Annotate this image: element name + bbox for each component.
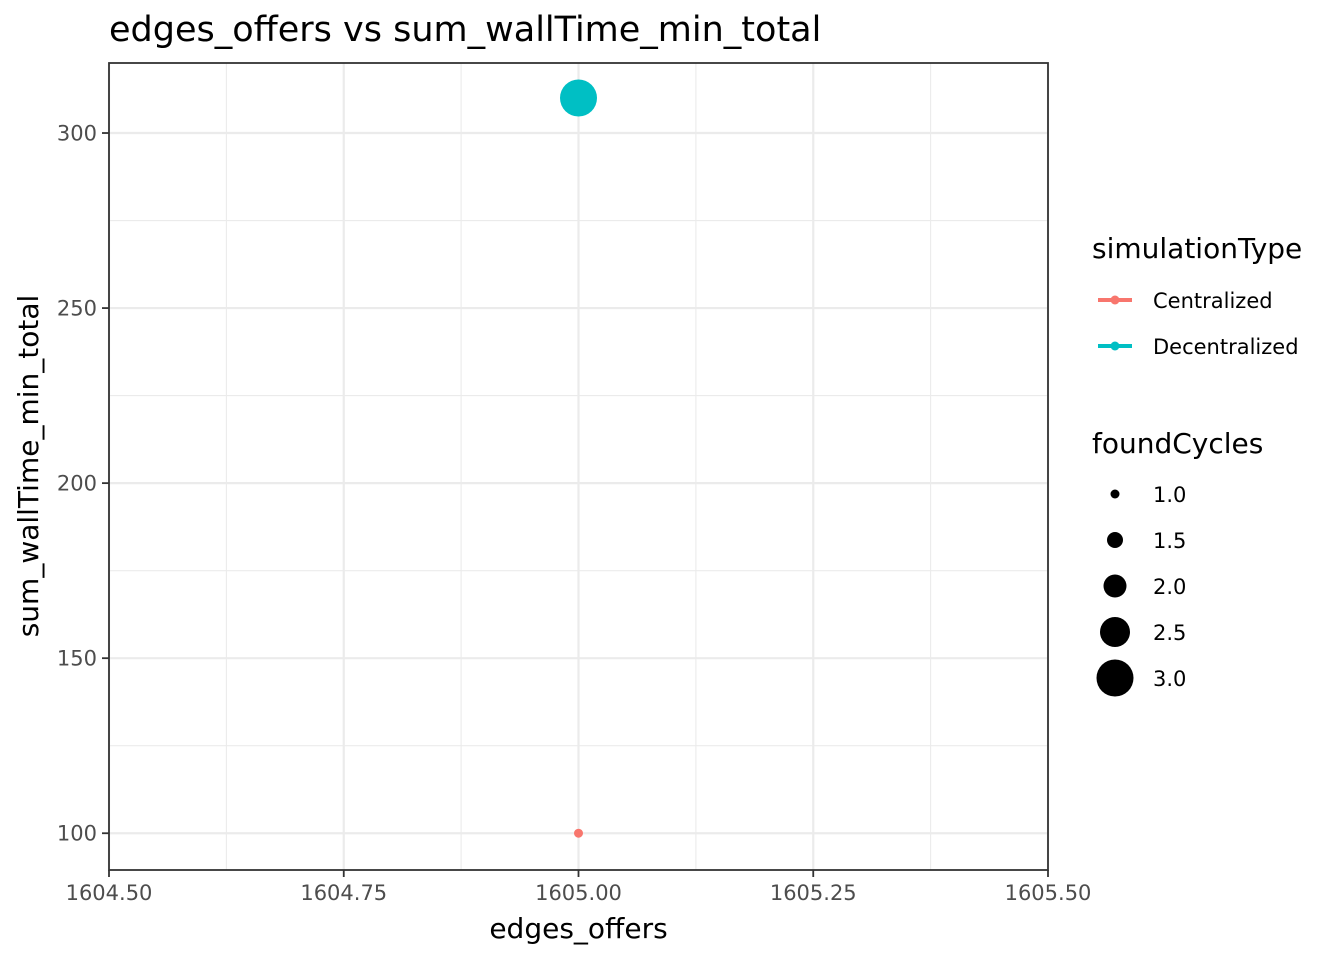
legend-key-point bbox=[1110, 295, 1120, 305]
legend-size-label: 1.0 bbox=[1153, 483, 1186, 507]
x-tick-label: 1605.25 bbox=[770, 881, 857, 905]
legend-label: Decentralized bbox=[1153, 335, 1299, 359]
legend-size-label: 2.0 bbox=[1153, 575, 1186, 599]
plot-grid bbox=[107, 63, 1050, 870]
y-tick-label: 300 bbox=[57, 122, 97, 146]
x-tick-label: 1605.50 bbox=[1005, 881, 1092, 905]
legend-color-title: simulationType bbox=[1092, 232, 1302, 265]
legend-size-key bbox=[1110, 489, 1120, 499]
legend-size-key bbox=[1100, 617, 1130, 647]
legend-color-keys: Centralized Decentralized bbox=[1098, 289, 1299, 359]
y-tick-label: 100 bbox=[57, 822, 97, 846]
x-axis-title: edges_offers bbox=[489, 912, 667, 945]
y-axis-title: sum_wallTime_min_total bbox=[12, 295, 45, 638]
legend-size-key bbox=[1096, 659, 1134, 697]
y-tick-label: 250 bbox=[57, 297, 97, 321]
legend-size-key bbox=[1107, 532, 1123, 548]
y-tick-label: 150 bbox=[57, 647, 97, 671]
data-point-decentralized bbox=[560, 79, 597, 117]
data-point-centralized bbox=[574, 828, 583, 838]
legend-size-keys: 1.0 1.5 2.0 2.5 3.0 bbox=[1096, 483, 1186, 697]
legend-size-label: 2.5 bbox=[1153, 621, 1186, 645]
legend-size-key bbox=[1103, 574, 1127, 598]
legend-size-label: 1.5 bbox=[1153, 529, 1186, 553]
legend-size-label: 3.0 bbox=[1153, 667, 1186, 691]
plot-points bbox=[560, 79, 597, 838]
legend-size-title: foundCycles bbox=[1092, 427, 1263, 460]
chart-title: edges_offers vs sum_wallTime_min_total bbox=[109, 10, 821, 50]
plot-axes: 1604.50 1604.75 1605.00 1605.25 1605.50 100 15… bbox=[57, 122, 1092, 905]
x-tick-label: 1604.75 bbox=[300, 881, 387, 905]
legend-key-point bbox=[1110, 341, 1120, 351]
legend: simulationType CentralizedDecentralized … bbox=[1092, 232, 1302, 697]
legend-label: Centralized bbox=[1153, 289, 1273, 313]
x-tick-label: 1605.00 bbox=[535, 881, 622, 905]
x-tick-label: 1604.50 bbox=[66, 881, 153, 905]
y-tick-label: 200 bbox=[57, 472, 97, 496]
